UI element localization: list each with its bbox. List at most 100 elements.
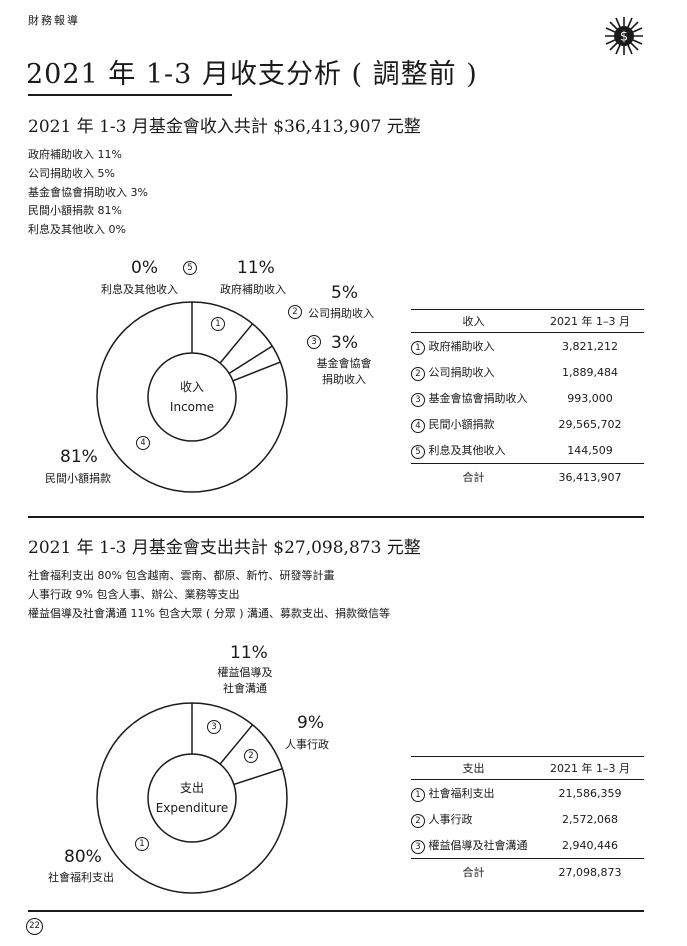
row-name: 社會福利支出 bbox=[428, 786, 495, 800]
expenditure-center-en: Expenditure bbox=[155, 801, 229, 815]
table-total-row: 合計 27,098,873 bbox=[411, 858, 644, 885]
total-value: 27,098,873 bbox=[536, 858, 644, 885]
dollar-sun-icon: $ bbox=[605, 17, 643, 55]
income-marker-5: 5 bbox=[183, 261, 197, 275]
income-s4-pct: 81% bbox=[60, 447, 98, 467]
row-name: 人事行政 bbox=[428, 812, 473, 826]
income-s3-name: 基金會協會 捐助收入 bbox=[312, 356, 376, 388]
income-donut-chart bbox=[96, 301, 288, 493]
income-marker-4: 4 bbox=[136, 436, 150, 450]
table-row: 1 社會福利支出 21,586,359 bbox=[411, 780, 644, 807]
table-row: 3 權益倡導及社會溝通 2,940,446 bbox=[411, 832, 644, 859]
expenditure-description: 社會福利支出 80% 包含越南、雲南、都原、新竹、研發等計畫 人事行政 9% 包… bbox=[28, 567, 390, 623]
income-center-en: Income bbox=[169, 400, 215, 414]
exp-s3-name-line: 權益倡導及 bbox=[217, 666, 273, 679]
total-value: 36,413,907 bbox=[536, 463, 644, 490]
expenditure-desc-line: 權益倡導及社會溝通 11% 包含大眾 ( 分眾 ) 溝通、募款支出、捐款徵信等 bbox=[28, 606, 391, 620]
total-label: 合計 bbox=[411, 858, 536, 885]
income-s3-pct: 3% bbox=[331, 333, 358, 353]
row-marker: 3 bbox=[411, 839, 425, 854]
income-slice-divider-基金會協會捐助收入 bbox=[228, 345, 273, 375]
exp-marker-2: 2 bbox=[244, 749, 258, 763]
income-s1-name: 政府補助收入 bbox=[220, 283, 286, 296]
row-marker: 3 bbox=[411, 392, 425, 407]
title-rule bbox=[28, 94, 232, 96]
expenditure-desc-line: 社會福利支出 80% 包含越南、雲南、都原、新竹、研發等計畫 bbox=[28, 569, 335, 582]
row-marker: 1 bbox=[411, 340, 425, 355]
row-marker: 2 bbox=[411, 366, 425, 381]
table-total-row: 合計 36,413,907 bbox=[411, 463, 644, 490]
row-marker: 4 bbox=[411, 418, 425, 433]
row-marker: 1 bbox=[411, 787, 425, 802]
row-name: 利息及其他收入 bbox=[428, 443, 506, 457]
footer-divider bbox=[28, 910, 644, 912]
expenditure-slice-divider-社會福利支出 bbox=[233, 767, 283, 786]
income-s5-name: 利息及其他收入 bbox=[101, 283, 178, 296]
income-desc-line: 民間小額捐款 81% bbox=[28, 204, 122, 218]
svg-text:$: $ bbox=[620, 30, 628, 45]
table-row: 1 政府補助收入 3,821,212 bbox=[411, 333, 644, 360]
income-marker-2: 2 bbox=[288, 305, 302, 319]
expenditure-desc-line: 人事行政 9% 包含人事、辦公、業務等支出 bbox=[28, 587, 240, 601]
income-desc-line: 公司捐助收入 5% bbox=[28, 166, 115, 180]
income-slice-divider-公司捐助收入 bbox=[219, 323, 254, 364]
expenditure-heading: 2021 年 1-3 月基金會支出共計 $27,098,873 元整 bbox=[28, 538, 421, 558]
income-desc-line: 基金會協會捐助收入 3% bbox=[28, 185, 148, 199]
row-value: 29,565,702 bbox=[558, 417, 622, 431]
section-divider bbox=[28, 516, 644, 518]
exp-s1-pct: 80% bbox=[64, 847, 102, 867]
expenditure-col-header: 2021 年 1–3 月 bbox=[536, 756, 644, 780]
table-row: 2 公司捐助收入 1,889,484 bbox=[411, 359, 644, 385]
income-s4-name: 民間小額捐款 bbox=[45, 472, 111, 485]
income-table: 收入 2021 年 1–3 月 1 政府補助收入 3,821,212 2 公司捐… bbox=[411, 309, 644, 490]
row-value: 1,889,484 bbox=[562, 365, 618, 379]
income-slice-divider-民間小額捐款 bbox=[232, 361, 281, 382]
income-center-zh: 收入 bbox=[179, 380, 204, 394]
row-marker: 5 bbox=[411, 444, 425, 459]
row-name: 基金會協會捐助收入 bbox=[428, 391, 528, 405]
section-label: 財務報導 bbox=[28, 14, 80, 27]
income-s2-name: 公司捐助收入 bbox=[308, 307, 374, 320]
total-label: 合計 bbox=[411, 463, 536, 490]
row-name: 公司捐助收入 bbox=[428, 365, 495, 379]
exp-s1-name: 社會福利支出 bbox=[48, 871, 114, 884]
row-value: 3,821,212 bbox=[562, 339, 618, 353]
expenditure-table: 支出 2021 年 1–3 月 1 社會福利支出 21,586,359 2 人事… bbox=[411, 756, 644, 885]
income-s1-pct: 11% bbox=[237, 258, 275, 278]
row-value: 2,572,068 bbox=[562, 812, 618, 826]
exp-s2-pct: 9% bbox=[297, 713, 324, 733]
table-row: 3 基金會協會捐助收入 993,000 bbox=[411, 385, 644, 411]
exp-s3-name: 權益倡導及 社會溝通 bbox=[210, 665, 280, 697]
exp-marker-1: 1 bbox=[135, 837, 149, 851]
row-value: 993,000 bbox=[567, 391, 613, 405]
row-value: 2,940,446 bbox=[562, 838, 618, 852]
income-heading: 2021 年 1-3 月基金會收入共計 $36,413,907 元整 bbox=[28, 117, 421, 137]
income-s3-name-line: 捐助收入 bbox=[322, 373, 366, 386]
row-name: 權益倡導及社會溝通 bbox=[428, 838, 528, 852]
income-s2-pct: 5% bbox=[331, 283, 358, 303]
income-description: 政府補助收入 11% 公司捐助收入 5% 基金會協會捐助收入 3% 民間小額捐款… bbox=[28, 146, 148, 240]
income-col-header: 2021 年 1–3 月 bbox=[536, 309, 644, 333]
exp-marker-3: 3 bbox=[207, 720, 221, 734]
row-name: 政府補助收入 bbox=[428, 339, 495, 353]
page-title: 2021 年 1-3 月收支分析 ( 調整前 ) bbox=[26, 59, 478, 90]
exp-s3-pct: 11% bbox=[230, 643, 268, 663]
page-number: 22 bbox=[26, 918, 43, 935]
table-row: 5 利息及其他收入 144,509 bbox=[411, 437, 644, 464]
exp-s3-name-line: 社會溝通 bbox=[223, 682, 267, 695]
row-value: 144,509 bbox=[567, 443, 613, 457]
expenditure-slice-divider-人事行政 bbox=[219, 724, 254, 765]
income-desc-line: 利息及其他收入 0% bbox=[28, 223, 126, 237]
exp-s2-name: 人事行政 bbox=[285, 738, 329, 751]
expenditure-donut-chart bbox=[96, 702, 288, 894]
expenditure-center-zh: 支出 bbox=[179, 781, 204, 795]
income-s5-pct: 0% bbox=[131, 258, 158, 278]
income-desc-line: 政府補助收入 11% bbox=[28, 148, 122, 161]
row-marker: 2 bbox=[411, 813, 425, 828]
income-col-header: 收入 bbox=[411, 309, 536, 333]
table-row: 2 人事行政 2,572,068 bbox=[411, 806, 644, 832]
income-marker-1: 1 bbox=[211, 317, 225, 331]
expenditure-col-header: 支出 bbox=[411, 756, 536, 780]
expenditure-center-label: 支出 Expenditure bbox=[148, 779, 236, 815]
income-center-label: 收入 Income bbox=[148, 378, 236, 414]
